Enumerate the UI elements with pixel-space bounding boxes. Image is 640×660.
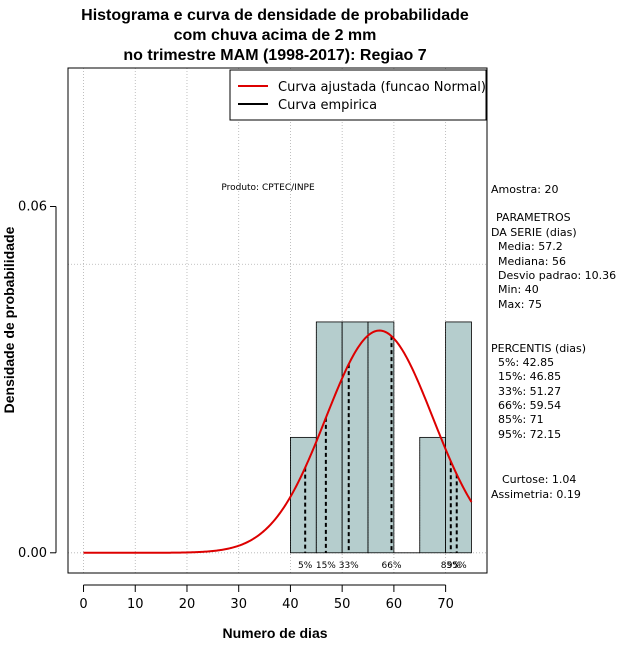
x-tick-label: 70 <box>437 597 454 612</box>
percentiles-title: PERCENTIS (dias) <box>491 342 586 355</box>
x-tick-label: 20 <box>179 597 196 612</box>
stat-min: Min: 40 <box>498 283 539 296</box>
stat-p95: 95%: 72.15 <box>498 428 561 441</box>
histogram-bar <box>445 321 472 554</box>
histogram-bar <box>419 436 447 554</box>
histogram-bars <box>290 321 472 554</box>
sample-size: Amostra: 20 <box>491 183 558 196</box>
x-axis: 0 10 20 30 40 50 60 70 <box>79 584 454 612</box>
chart-title-line-1: Histograma e curva de densidade de proba… <box>81 7 469 24</box>
x-tick-label: 40 <box>282 597 299 612</box>
y-axis: 0.00 0.06 <box>18 200 57 561</box>
x-tick-label: 50 <box>334 597 351 612</box>
y-tick-label: 0.00 <box>18 546 47 561</box>
x-tick-label: 10 <box>127 597 144 612</box>
legend-box <box>229 69 487 121</box>
grid-lines <box>68 68 487 573</box>
histogram-bar <box>367 321 395 554</box>
x-axis-title: Numero de dias <box>222 625 327 641</box>
density-curves <box>83 329 473 554</box>
percentile-label: 85% <box>441 561 461 571</box>
legend: Curva ajustada (funcao Normal) Curva emp… <box>229 69 487 121</box>
stat-skewness: Assimetria: 0.19 <box>491 488 581 501</box>
histogram-bar <box>290 436 317 554</box>
plot-frame <box>67 67 488 574</box>
legend-label-empirical-curve: Curva empirica <box>278 98 377 113</box>
histogram-bar <box>315 321 343 554</box>
x-tick-label: 0 <box>79 597 87 612</box>
y-axis-title: Densidade de probabilidade <box>1 226 17 413</box>
percentile-label: 95% <box>447 561 467 571</box>
stat-p33: 33%: 51.27 <box>498 385 561 398</box>
chart-title-line-2: com chuva acima de 2 mm <box>174 27 377 44</box>
stat-mean: Media: 57.2 <box>498 240 563 253</box>
x-tick-label: 30 <box>230 597 247 612</box>
stat-std-dev: Desvio padrao: 10.36 <box>498 269 616 282</box>
chart-title-line-3: no trimestre MAM (1998-2017): Regiao 7 <box>123 47 426 64</box>
stat-kurtosis: Curtose: 1.04 <box>502 473 576 486</box>
stat-median: Mediana: 56 <box>498 255 566 268</box>
statistics-panel: Amostra: 20 PARAMETROS DA SERIE (dias) M… <box>491 183 616 501</box>
stat-max: Max: 75 <box>498 298 542 311</box>
histogram-bar <box>341 321 369 554</box>
percentile-label: 15% <box>316 561 336 571</box>
fitted-normal-curve <box>83 329 473 554</box>
parameters-title-2: DA SERIE (dias) <box>491 226 577 239</box>
percentile-lines: 5% 15% 33% 66% 85%95% <box>298 336 467 571</box>
x-tick-label: 60 <box>386 597 403 612</box>
y-tick-label: 0.06 <box>18 200 47 215</box>
percentile-label: 66% <box>382 561 402 571</box>
stat-p85: 85%: 71 <box>498 413 544 426</box>
percentile-label: 5% <box>298 561 313 571</box>
stat-p15: 15%: 46.85 <box>498 370 561 383</box>
stat-p66: 66%: 59.54 <box>498 399 561 412</box>
product-annotation: Produto: CPTEC/INPE <box>221 183 315 193</box>
parameters-title-1: PARAMETROS <box>496 211 571 224</box>
stat-p5: 5%: 42.85 <box>498 356 554 369</box>
percentile-label: 33% <box>339 561 359 571</box>
legend-label-fitted-curve: Curva ajustada (funcao Normal) <box>278 80 486 95</box>
